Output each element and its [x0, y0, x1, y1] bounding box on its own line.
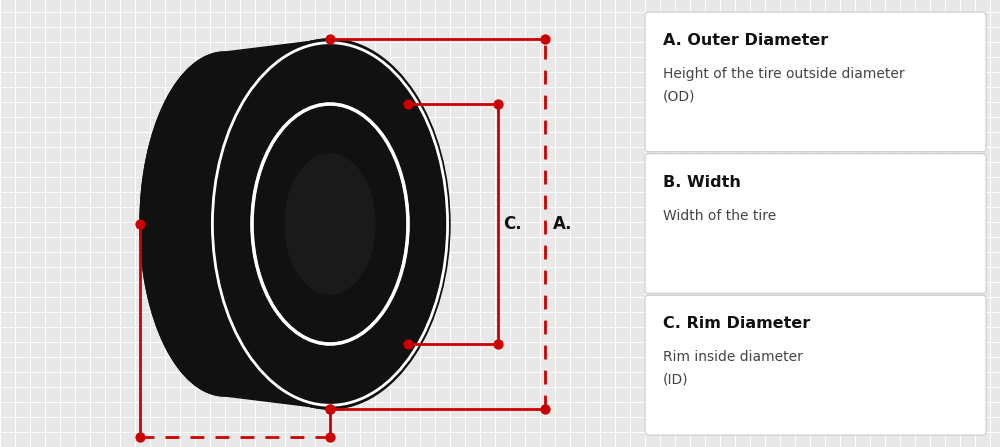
FancyBboxPatch shape — [645, 154, 986, 293]
FancyBboxPatch shape — [645, 295, 986, 435]
Ellipse shape — [210, 39, 450, 409]
Point — [132, 220, 148, 228]
Text: C. Rim Diameter: C. Rim Diameter — [663, 316, 810, 331]
Text: A.: A. — [553, 215, 572, 233]
Point — [400, 101, 416, 108]
Text: Height of the tire outside diameter: Height of the tire outside diameter — [663, 67, 905, 81]
Point — [490, 101, 506, 108]
Text: Width of the tire: Width of the tire — [663, 209, 776, 223]
Text: (ID): (ID) — [663, 372, 689, 386]
Point — [322, 35, 338, 42]
Point — [537, 405, 553, 413]
Point — [537, 35, 553, 42]
Ellipse shape — [252, 104, 408, 344]
Point — [400, 341, 416, 348]
Point — [132, 434, 148, 441]
Point — [322, 405, 338, 413]
Text: B. Width: B. Width — [663, 175, 741, 190]
Polygon shape — [140, 39, 330, 409]
Text: A. Outer Diameter: A. Outer Diameter — [663, 33, 828, 48]
Text: (OD): (OD) — [663, 89, 696, 103]
Point — [322, 434, 338, 441]
FancyBboxPatch shape — [645, 12, 986, 152]
Ellipse shape — [285, 154, 375, 294]
Text: Rim inside diameter: Rim inside diameter — [663, 350, 803, 364]
Point — [322, 405, 338, 413]
Text: C.: C. — [503, 215, 522, 233]
Point — [490, 341, 506, 348]
Ellipse shape — [140, 52, 310, 396]
